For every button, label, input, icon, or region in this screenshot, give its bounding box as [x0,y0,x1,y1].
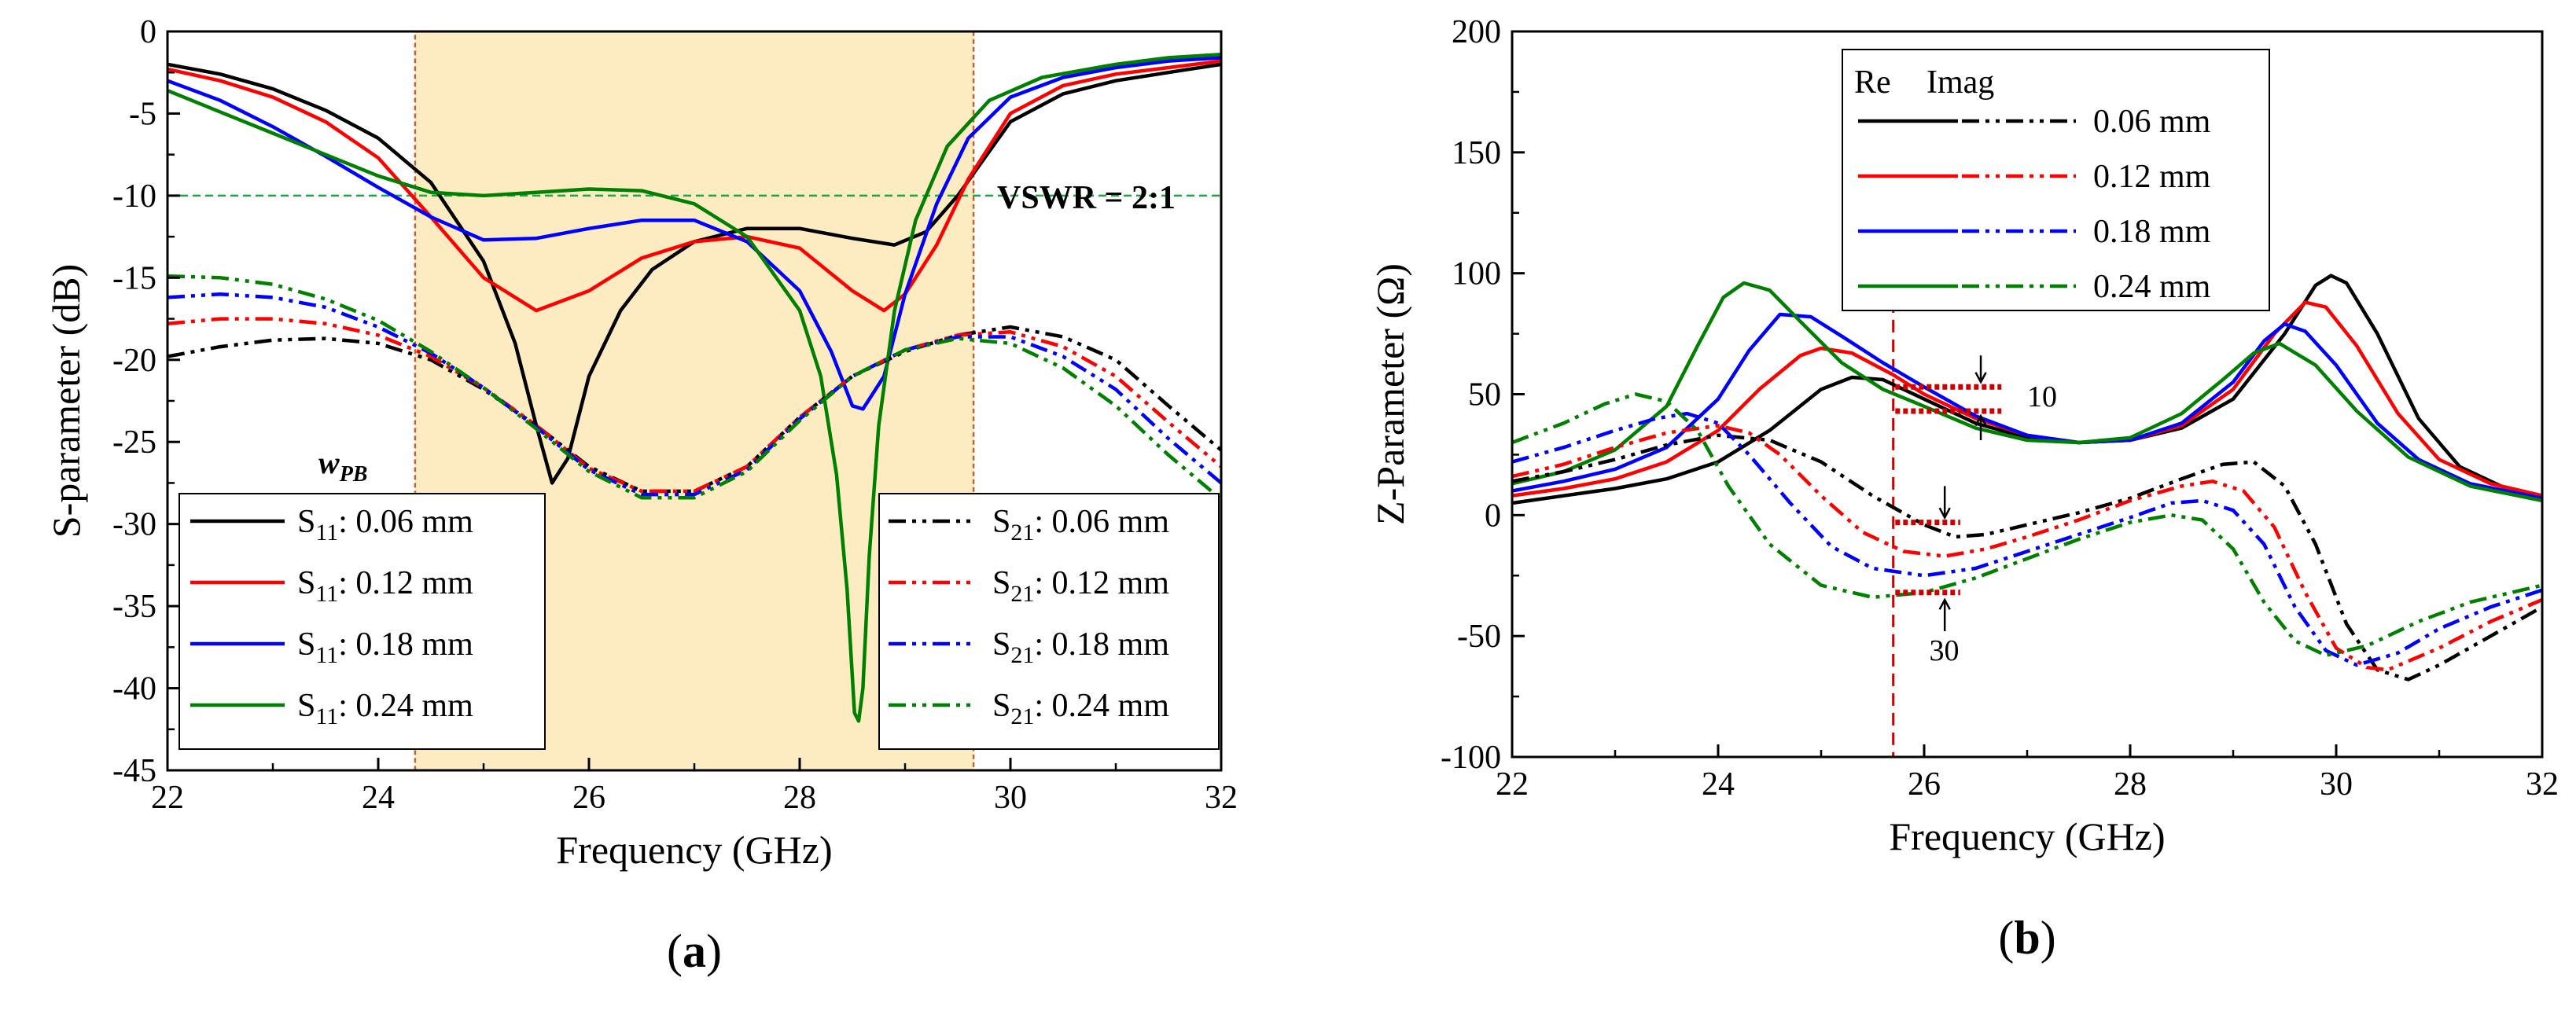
legend-label: S21: 0.06 mm [992,504,1169,546]
arrow-up-icon [1938,597,1951,632]
legend-label: S11: 0.18 mm [297,626,473,668]
y-tick-label: -25 [112,424,156,461]
x-tick-label: 28 [2114,766,2147,803]
y-tick-label: -40 [112,671,156,707]
y-axis-title: S-parameter (dB) [44,264,88,538]
series-line-5 [167,325,1221,494]
y-tick-label: -35 [112,589,156,625]
series-line-4 [167,52,1221,723]
series-line-7 [1512,411,2542,667]
x-tick-label: 26 [572,780,605,816]
x-tick-label: 24 [1702,766,1735,803]
series-group [167,52,1221,723]
legend-label: S11: 0.06 mm [297,504,473,546]
y-tick-label: 150 [1452,135,1501,171]
x-axis-title: Frequency (GHz) [556,828,832,872]
y-tick-label: -15 [112,260,156,296]
x-tick-label: 30 [2320,766,2353,803]
arrow-down-icon [1974,355,1987,384]
x-tick-label: 32 [2526,766,2559,803]
x-axis-title: Frequency (GHz) [1889,814,2165,858]
series-line-3 [167,56,1221,411]
panel-label: (b) [1998,912,2055,964]
legend-label: S21: 0.12 mm [992,565,1169,607]
arrow-down-icon [1938,486,1951,520]
x-tick-label: 22 [151,780,184,816]
y-tick-label: -20 [112,343,156,379]
legend-label: 0.24 mm [2093,269,2211,305]
y-tick-label: -45 [112,753,156,789]
legend-box [1842,49,2270,311]
series-line-4 [1512,281,2542,503]
series-line-3 [1512,312,2542,501]
x-tick-label: 24 [362,780,395,816]
series-line-1 [167,62,1221,485]
legend-label: 0.12 mm [2093,159,2211,195]
series-line-6 [167,317,1221,494]
x-tick-label: 26 [1908,766,1941,803]
y-tick-label: -30 [112,507,156,543]
wpb-label: wPB [318,445,367,487]
annotations: 10 30 [1895,355,2057,667]
y-tick-label: -5 [129,96,156,132]
vswr-label: VSWR = 2:1 [997,180,1176,216]
legend-label: S11: 0.12 mm [297,565,473,607]
y-tick-label: -50 [1457,619,1501,655]
series-group [1512,274,2542,681]
y-tick-label: -100 [1441,740,1501,776]
legend-z: Re Imag 0.06 mm 0.12 mm 0.18 mm 0.24 mm [1842,49,2270,311]
series-line-7 [167,292,1221,497]
annotation-30: 30 [1930,634,1960,667]
legend-label: 0.06 mm [2093,104,2211,140]
series-line-8 [167,274,1221,501]
panel-a: 22 24 26 28 30 32 0 -5 -10 -15 -20 -25 -30 -35 -40 -45 F… [44,14,1238,977]
legend-label: S11: 0.24 mm [297,688,473,729]
y-tick-label: 0 [140,14,156,50]
y-tick-label: 200 [1452,14,1501,50]
annotation-10: 10 [2027,380,2057,413]
y-tick-label: -10 [112,178,156,215]
legend-header-re: Re [1854,64,1891,101]
arrow-up-icon [1974,413,1987,440]
x-tick-label: 30 [994,780,1027,816]
panel-b: 22 24 26 28 30 32 200 150 100 50 0 -50 -100 Frequency… [1368,14,2559,964]
legend-label: S21: 0.18 mm [992,626,1169,668]
x-tick-label: 28 [783,780,816,816]
legend-s11: S11: 0.06 mm S11: 0.12 mm S11: 0.18 mm S11:… [178,493,546,750]
y-axis-title: Z-Parameter (Ω) [1368,263,1412,525]
panel-label: (a) [667,925,722,977]
legend-label: S21: 0.24 mm [992,688,1169,729]
y-tick-label: 0 [1485,498,1501,534]
legend-header-imag: Imag [1926,64,1994,101]
y-tick-label: 50 [1468,377,1501,413]
legend-s21: S21: 0.06 mm S21: 0.12 mm S21: 0.18 mm S21:… [878,493,1220,750]
series-line-8 [1512,392,2542,658]
x-tick-label: 22 [1496,766,1529,803]
legend-label: 0.18 mm [2093,214,2211,250]
x-tick-label: 32 [1205,780,1238,816]
y-tick-label: 100 [1452,256,1501,292]
